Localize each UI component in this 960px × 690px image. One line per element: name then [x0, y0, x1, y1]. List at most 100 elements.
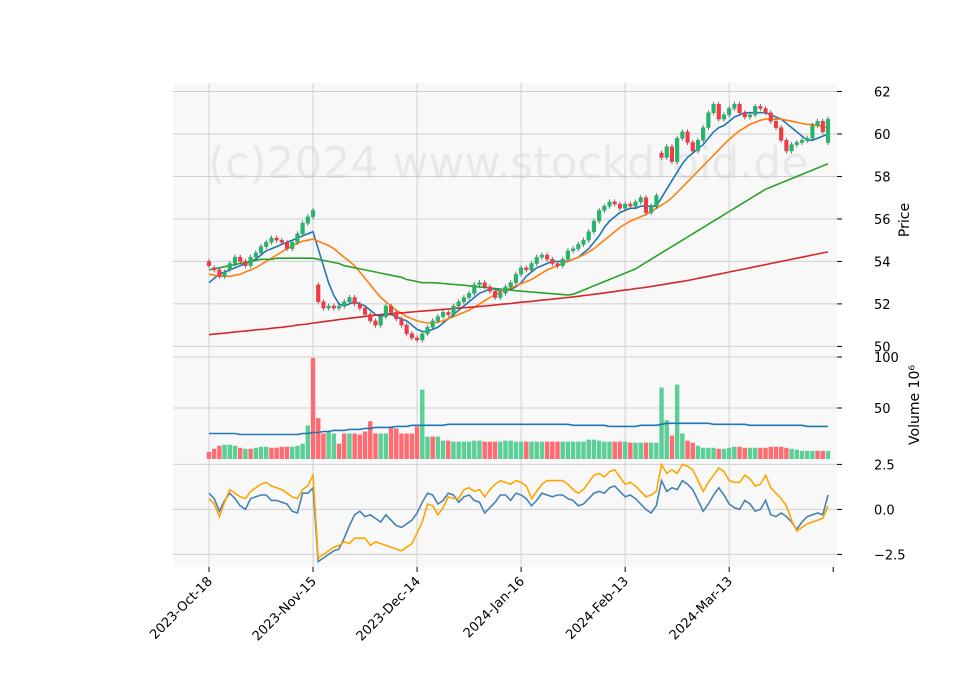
volume-bar: [482, 441, 487, 459]
candle-body: [550, 259, 555, 264]
candle-body: [607, 201, 612, 207]
volume-bar: [492, 441, 498, 459]
volume-bar: [534, 441, 539, 459]
volume-bar: [362, 431, 368, 459]
macd-line: [208, 478, 829, 564]
volume-bar: [477, 440, 482, 459]
volume-bar: [487, 441, 493, 459]
candle-body: [310, 210, 316, 218]
volume-bar: [258, 446, 264, 459]
volume-bar: [435, 436, 441, 459]
candle-body: [758, 106, 763, 109]
volume-bar: [305, 425, 311, 459]
volume-bar: [581, 441, 586, 459]
candle-body: [727, 108, 732, 116]
candle-body: [586, 231, 591, 241]
price-tick-label: 50: [874, 340, 891, 355]
volume-average: [209, 422, 828, 436]
volume-axis-title: Volume 10⁶: [907, 365, 923, 445]
candle-body: [742, 112, 747, 118]
volume-bar: [550, 441, 555, 459]
candle-body: [649, 205, 654, 213]
indicator-y-axis: −2.5 0.0 2.5: [837, 458, 906, 563]
volume-bar: [347, 433, 352, 459]
volume-bar: [799, 450, 805, 459]
candle-body: [264, 242, 269, 247]
volume-bar: [685, 440, 690, 459]
volume-bar: [440, 440, 446, 459]
volume-bar: [628, 442, 633, 459]
volume-bar: [659, 387, 664, 459]
candle-body: [503, 286, 508, 294]
volume-bar: [274, 447, 279, 459]
volume-bar: [726, 447, 732, 459]
candle-body: [482, 282, 487, 288]
volume-bar: [331, 433, 337, 459]
candle-body: [690, 142, 695, 152]
candle-body: [815, 120, 820, 126]
candle-body: [513, 273, 518, 283]
x-tick-label: 2023-Nov-15: [250, 574, 320, 644]
watermark: (c)2024 www.stockdroid.de: [208, 138, 808, 189]
candle-body: [258, 246, 264, 254]
candle-body: [576, 244, 581, 249]
volume-bar: [778, 446, 784, 459]
volume-bar: [700, 447, 706, 459]
candle-body: [534, 256, 539, 264]
indicator-panel-bg: [173, 459, 837, 567]
volume-bar: [747, 447, 753, 459]
volume-bar: [815, 450, 820, 459]
volume-bar: [414, 426, 420, 459]
volume-bar: [461, 441, 467, 459]
volume-bar: [706, 447, 711, 459]
price-tick-label: 56: [874, 213, 891, 228]
candle-body: [638, 197, 643, 203]
candle-body: [300, 222, 305, 235]
volume-bar: [466, 441, 472, 459]
volume-bar: [716, 448, 721, 459]
candle-body: [467, 293, 472, 298]
x-axis: 2023-Oct-18 2023-Nov-15 2023-Dec-14 2024-Ja…: [147, 567, 834, 644]
volume-bar: [430, 436, 435, 459]
volume-bar: [654, 442, 659, 459]
candle-body: [519, 267, 524, 275]
candle-body: [591, 220, 596, 232]
candle-body: [425, 327, 430, 334]
volume-bar: [518, 441, 524, 459]
candle-body: [628, 203, 633, 207]
candle-body: [825, 118, 831, 143]
price-tick-label: 58: [874, 170, 891, 185]
candle-body: [680, 131, 685, 139]
candle-body: [768, 112, 773, 122]
indicator-lines: [208, 462, 829, 564]
candle-body: [409, 333, 414, 339]
volume-bar: [810, 450, 815, 459]
ma-10-line: [208, 118, 829, 324]
candle-body: [773, 120, 779, 128]
candle-body: [243, 261, 248, 266]
volume-bar: [217, 445, 222, 459]
candle-body: [721, 114, 727, 120]
candle-body: [222, 271, 227, 277]
volume-bar: [784, 447, 789, 459]
candle-body: [487, 286, 492, 292]
candle-body: [477, 282, 482, 286]
indicator-panel: −2.5 0.0 2.5: [173, 458, 906, 567]
candle-body: [248, 256, 253, 266]
candle-body: [571, 248, 576, 252]
candle-body: [753, 106, 758, 116]
volume-bar: [643, 442, 649, 459]
volume-bar: [648, 442, 654, 459]
candle-body: [269, 237, 274, 243]
volume-tick-label: 50: [874, 402, 891, 417]
candle-body: [555, 263, 560, 266]
candle-body: [472, 284, 477, 294]
candle-body: [612, 201, 617, 205]
candle-body: [274, 237, 279, 241]
candle-body: [378, 316, 383, 326]
volume-bar: [820, 450, 826, 459]
candle-body: [326, 305, 331, 309]
candle-body: [784, 140, 789, 152]
candle-body: [253, 252, 258, 258]
price-panel: (c)2024 www.stockdroid.de 50 52 54 56 58 60 62…: [173, 83, 913, 357]
